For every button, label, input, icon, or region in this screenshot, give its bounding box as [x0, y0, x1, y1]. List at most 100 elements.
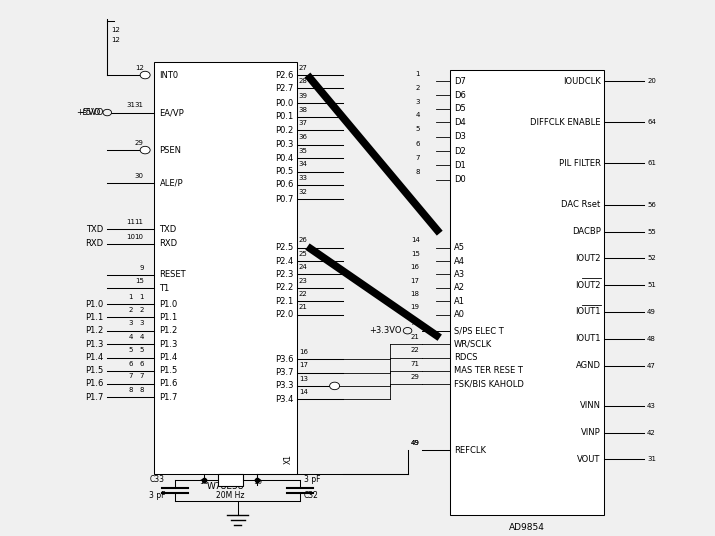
Text: P3.4: P3.4 — [275, 395, 293, 404]
Text: 12: 12 — [111, 37, 119, 43]
Text: P2.3: P2.3 — [275, 270, 293, 279]
Text: P1.6: P1.6 — [85, 379, 104, 388]
Text: P1.7: P1.7 — [159, 393, 178, 401]
Text: PIL FILTER: PIL FILTER — [558, 159, 601, 168]
Text: A4: A4 — [454, 257, 465, 265]
Text: D3: D3 — [454, 132, 466, 141]
Text: D0: D0 — [454, 175, 465, 184]
Text: 18: 18 — [199, 479, 208, 485]
Text: 5: 5 — [128, 347, 133, 353]
Text: 8: 8 — [139, 387, 144, 393]
Text: A5: A5 — [454, 243, 465, 252]
Text: IOUDCLK: IOUDCLK — [563, 77, 601, 86]
Circle shape — [330, 382, 340, 390]
Text: P2.5: P2.5 — [275, 243, 293, 252]
Text: P2.1: P2.1 — [275, 297, 293, 306]
Text: 20: 20 — [647, 78, 656, 85]
Text: P1.1: P1.1 — [85, 313, 104, 322]
Text: DIFFCLK ENABLE: DIFFCLK ENABLE — [530, 118, 601, 126]
Text: 4: 4 — [128, 334, 133, 340]
Text: 6: 6 — [415, 141, 420, 147]
Text: REFCLK: REFCLK — [454, 446, 486, 455]
Text: P2.4: P2.4 — [275, 257, 293, 265]
Text: VOUT: VOUT — [577, 455, 601, 464]
Text: 5: 5 — [415, 126, 420, 132]
Text: RXD: RXD — [86, 240, 104, 248]
Text: 56: 56 — [647, 202, 656, 208]
Text: X1: X1 — [284, 453, 293, 464]
Text: 16: 16 — [410, 264, 420, 270]
Text: 3 pF: 3 pF — [304, 475, 320, 484]
Text: RESET: RESET — [159, 271, 186, 279]
Text: P1.0: P1.0 — [159, 300, 178, 309]
Text: 14: 14 — [411, 237, 420, 243]
Text: 61: 61 — [647, 160, 656, 167]
Text: D5: D5 — [454, 105, 465, 113]
Text: 23: 23 — [299, 278, 307, 284]
Text: 6: 6 — [128, 361, 133, 367]
Text: 51: 51 — [647, 282, 656, 288]
Text: RDCS: RDCS — [454, 353, 478, 362]
Text: +5VO: +5VO — [79, 108, 104, 117]
Text: D1: D1 — [454, 161, 465, 169]
Text: 47: 47 — [647, 362, 656, 369]
Text: 38: 38 — [299, 107, 308, 113]
Text: 14: 14 — [299, 389, 307, 395]
Text: 26: 26 — [299, 237, 307, 243]
Text: 2: 2 — [139, 307, 144, 313]
Text: 42: 42 — [647, 429, 656, 436]
Text: 28: 28 — [299, 78, 307, 84]
Text: 4: 4 — [415, 112, 420, 118]
Text: +5VO: +5VO — [76, 108, 100, 117]
Text: P0.3: P0.3 — [275, 140, 293, 149]
Text: IOUT1: IOUT1 — [575, 334, 601, 343]
Text: 18: 18 — [410, 291, 420, 297]
Text: P2.7: P2.7 — [275, 84, 293, 93]
Text: A0: A0 — [454, 310, 465, 319]
Text: 19: 19 — [410, 304, 420, 310]
Text: A3: A3 — [454, 270, 465, 279]
Text: 52: 52 — [647, 255, 656, 262]
Text: IOUT2: IOUT2 — [575, 254, 601, 263]
Text: TXD: TXD — [159, 225, 177, 234]
Text: 20M Hz: 20M Hz — [217, 491, 245, 500]
Text: 31: 31 — [647, 456, 656, 463]
Text: P0.5: P0.5 — [275, 167, 293, 176]
Text: P0.7: P0.7 — [275, 195, 293, 204]
Text: 3 pF: 3 pF — [149, 492, 166, 500]
Text: 49: 49 — [411, 440, 420, 446]
Text: P1.2: P1.2 — [85, 326, 104, 335]
Text: VINP: VINP — [581, 428, 601, 437]
Text: 5: 5 — [139, 347, 144, 353]
Text: 35: 35 — [299, 148, 307, 154]
Text: IOUT1: IOUT1 — [575, 308, 601, 316]
Text: 27: 27 — [299, 65, 307, 71]
Text: W78E58: W78E58 — [207, 482, 244, 492]
Text: P1.1: P1.1 — [159, 313, 178, 322]
Text: 2: 2 — [415, 85, 420, 91]
Text: INT0: INT0 — [159, 71, 179, 79]
Text: P1.6: P1.6 — [159, 379, 178, 388]
Text: S/PS ELEC T: S/PS ELEC T — [454, 326, 504, 335]
Circle shape — [140, 146, 150, 154]
Text: P1.2: P1.2 — [159, 326, 178, 335]
Text: 7: 7 — [128, 374, 133, 379]
Text: 29: 29 — [135, 140, 144, 146]
Text: EA/VP: EA/VP — [159, 108, 184, 117]
Circle shape — [403, 327, 412, 334]
Text: P0.0: P0.0 — [275, 99, 293, 108]
Text: D2: D2 — [454, 147, 465, 155]
Text: AGND: AGND — [576, 361, 601, 370]
Text: WR/SCLK: WR/SCLK — [454, 340, 492, 348]
Text: 11: 11 — [134, 219, 144, 225]
Text: 6: 6 — [139, 361, 144, 367]
Text: 37: 37 — [299, 120, 308, 126]
Text: 49: 49 — [647, 309, 656, 315]
Text: 19: 19 — [253, 479, 262, 485]
Text: 16: 16 — [299, 349, 308, 355]
Text: 3: 3 — [139, 321, 144, 326]
Text: P3.3: P3.3 — [275, 382, 293, 390]
Bar — [154, 62, 297, 474]
Text: IOUT2: IOUT2 — [575, 281, 601, 289]
Text: 7: 7 — [415, 155, 420, 161]
